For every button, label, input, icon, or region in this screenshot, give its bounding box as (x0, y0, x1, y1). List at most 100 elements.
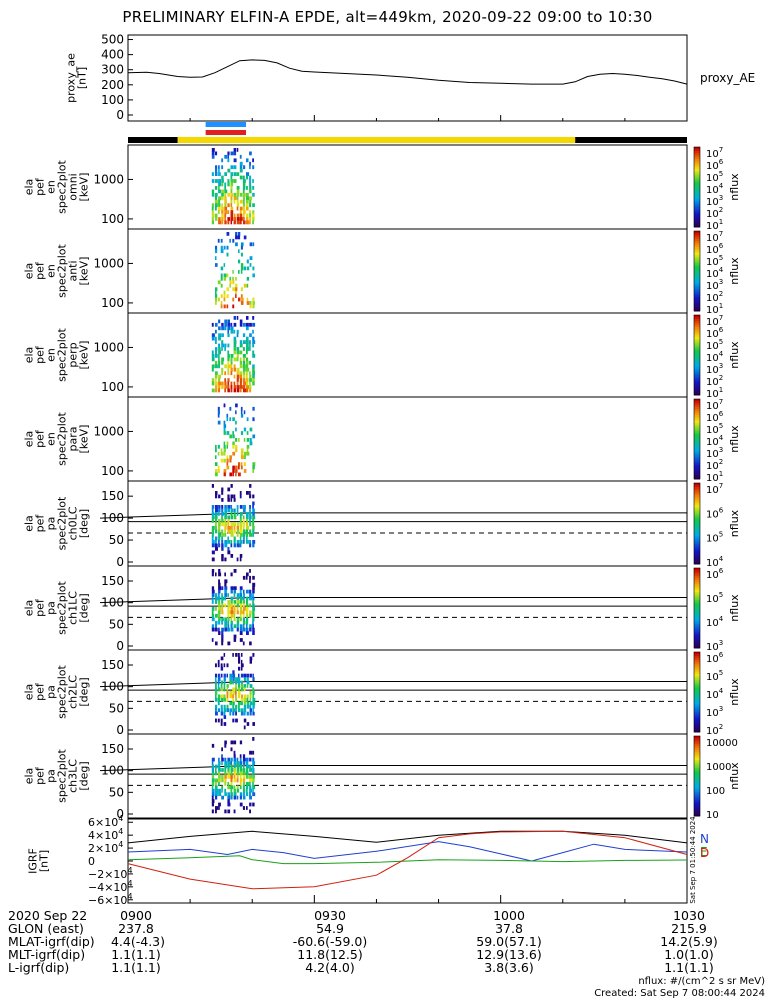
energy_omni-cell (218, 210, 220, 214)
energy_perp-cell (218, 388, 220, 393)
pa_ch3-colorbar-segment (694, 748, 700, 751)
pa_ch0-cell (227, 487, 231, 492)
pa_ch3-cell (252, 757, 255, 762)
pa_ch0-cell (233, 494, 236, 499)
energy_perp-cell (227, 343, 230, 348)
energy_omni-cell (252, 192, 255, 197)
orbit-cell: 4.2(4.0) (305, 960, 355, 975)
pa_ch1-colorbar-segment (694, 632, 700, 635)
pa_ch3-colorbar-segment (694, 768, 700, 771)
pa_ch1-cell (233, 638, 237, 642)
energy_perp-cell (221, 343, 225, 348)
pa_ch2-cell (243, 677, 247, 681)
pa_ch0-colorbar-segment (694, 539, 700, 543)
pa_ch3-colorbar-segment (694, 808, 700, 811)
energy_anti-ytick-label: 1000 (93, 256, 124, 270)
energy_anti-cell (235, 242, 238, 247)
pa_ch2-cell (240, 684, 244, 688)
pa_ch1-lc-line-entry (99, 596, 253, 604)
energy_perp-cell (239, 385, 243, 389)
energy_perp-ylabel: ela (23, 347, 36, 364)
pa_ch1-cell (236, 624, 239, 629)
energy_omni-colorbar-segment (694, 187, 700, 190)
pa_ch0-ytick-label: 0 (116, 555, 124, 569)
pa_ch0-cell (218, 522, 221, 527)
pa_ch0-cell (233, 526, 236, 530)
pa_ch2-cell (223, 653, 226, 657)
pa_ch3-cell (215, 768, 217, 772)
pa_ch2-cell (217, 708, 220, 713)
pa_ch3-cell (218, 788, 221, 793)
pa_ch2-cell (217, 663, 220, 668)
pa_ch3-cell (215, 771, 217, 776)
energy_omni-colorbar-segment (694, 203, 700, 206)
pa_ch0-cell (230, 540, 233, 544)
orbit-cell: 59.0(57.1) (476, 934, 542, 949)
energy_omni-cell (227, 217, 231, 221)
energy_omni-cell (239, 192, 243, 197)
pa_ch1-colorbar-segment (694, 584, 700, 587)
energy_omni-cell (215, 206, 217, 211)
energy_perp-cell (242, 357, 246, 362)
energy_omni-cell (233, 165, 237, 170)
energy_omni-colorbar-segment (694, 199, 700, 202)
pa_ch0-colorbar-segment (694, 545, 700, 549)
energy_omni-cell (230, 165, 234, 170)
energy_para-cell (223, 458, 226, 463)
energy_omni-cell (249, 220, 251, 225)
energy_perp-colorbar-segment (694, 335, 700, 338)
energy_perp-cell (246, 367, 250, 372)
pa_ch2-colorbar-segment (694, 660, 700, 663)
pa_ch2-cell (240, 666, 243, 671)
energy_perp-cell (218, 357, 220, 362)
energy_perp-cell (221, 347, 223, 351)
orbit-cell: 1.1(1.1) (664, 960, 714, 975)
pa_ch2-cell (243, 673, 247, 678)
pa_ch1-cell (252, 589, 255, 594)
pa_ch2-cell (220, 697, 224, 702)
energy_para-cell (229, 472, 232, 477)
pa_ch0-ylabel: ch0LC (67, 506, 80, 540)
pa_ch0-colorbar-segment (694, 497, 700, 500)
energy_perp-cell (221, 322, 224, 327)
pa_ch2-cell (217, 684, 220, 688)
pa_ch0-cell (239, 554, 243, 558)
pa_ch0-cell (249, 484, 252, 488)
pa_ch0-cell (246, 512, 249, 516)
energy_perp-cell (246, 360, 249, 365)
pa_ch1-cell (239, 610, 243, 615)
pa_ch3-cell (233, 757, 237, 762)
energy_perp-cell (239, 357, 242, 362)
pa_ch3-cell (224, 768, 227, 772)
pa_ch2-colorbar-segment (694, 684, 700, 687)
pa_ch1-cell (233, 634, 237, 639)
pa_ch1-cell (249, 624, 252, 629)
orbit-row-label: L-igrf(dip) (8, 960, 70, 975)
energy_para-cell (229, 434, 232, 439)
energy_para-ylabel: para (67, 427, 80, 452)
energy_para-cell (249, 427, 253, 432)
energy_para-cell (252, 465, 255, 470)
pa_ch1-cell (233, 586, 237, 591)
pa_ch0-colorbar-segment (694, 485, 700, 488)
pa_ch0-cell (236, 522, 240, 527)
pa_ch2-cell (220, 673, 223, 678)
pa_ch0-colorbar-segment (694, 509, 700, 512)
energy_omni-cell (224, 154, 228, 159)
energy_perp-cell (227, 385, 230, 389)
pa_ch3-colorbar-label: nflux (728, 762, 741, 790)
energy_perp-colorbar-tick: 101 (706, 386, 723, 400)
pa_ch0-cell (233, 515, 237, 520)
orbit-cell: 54.9 (316, 921, 344, 936)
pa_ch2-cell (215, 708, 217, 713)
pa_ch2-cell (252, 694, 254, 699)
energy_para-colorbar-segment (694, 403, 700, 406)
energy_anti-colorbar-segment (694, 309, 700, 312)
pa_ch1-colorbar-segment (694, 636, 700, 639)
pa_ch0-cell (249, 508, 251, 513)
energy_omni-colorbar-segment (694, 173, 700, 176)
pa_ch2-cell (215, 697, 218, 702)
energy_omni-cell (215, 217, 218, 221)
pa_ch3-cell (236, 795, 239, 800)
energy_omni-cell (230, 182, 234, 187)
